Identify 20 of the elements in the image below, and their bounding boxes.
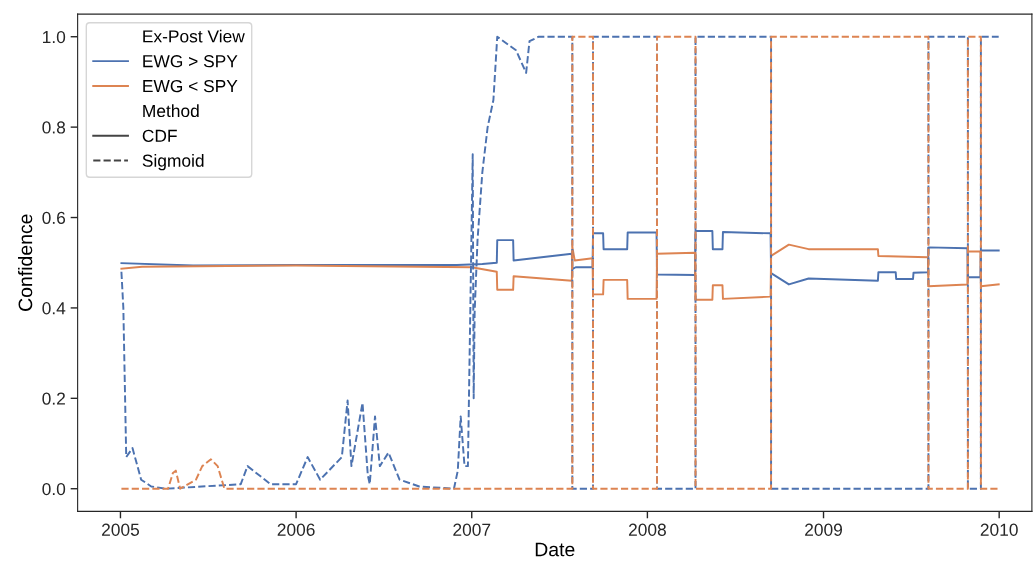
y-tick-label: 0.6: [42, 211, 66, 224]
annotation: Method: [143, 104, 199, 118]
y-axis-title: Confidence: [18, 214, 33, 311]
y-tick-label: 1.0: [43, 30, 66, 44]
y-tick-label: 0.2: [42, 392, 65, 405]
x-axis-title: Date: [535, 542, 575, 557]
annotation: CDF: [142, 129, 177, 142]
annotation: Sigmoid: [142, 154, 204, 171]
y-tick-label: 0.4: [42, 302, 66, 315]
legend-label: EWG > SPY: [143, 55, 238, 68]
legend-title: Ex-Post View: [143, 29, 245, 43]
x-tick-label: 2005: [102, 523, 140, 536]
x-tick-label: 2007: [453, 523, 491, 536]
x-tick-label: 2008: [628, 523, 666, 536]
y-tick-label: 0.0: [42, 482, 66, 496]
x-tick-label: 2010: [980, 523, 1018, 536]
x-tick-label: 2009: [805, 523, 843, 536]
y-tick-label: 0.8: [42, 121, 66, 134]
legend-label: EWG < SPY: [143, 79, 238, 93]
x-tick-label: 2006: [277, 523, 315, 536]
